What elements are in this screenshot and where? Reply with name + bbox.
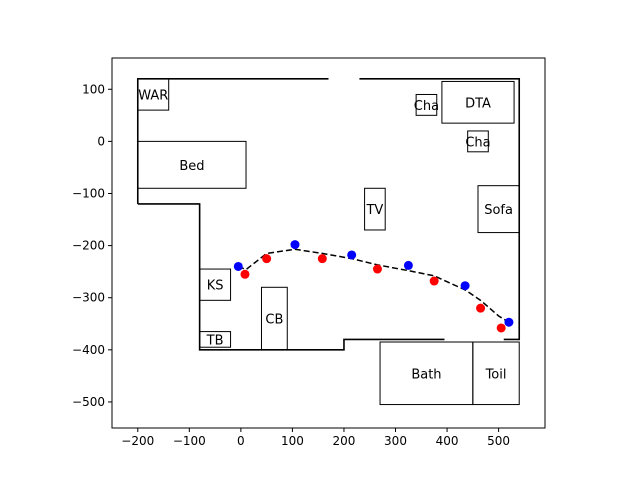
data-point [233,261,243,271]
room-box [472,341,520,406]
room-box [260,286,288,351]
axes-frame [111,57,546,429]
x-tick-label: −200 [121,434,154,448]
room-box [137,140,247,189]
data-point [403,260,413,270]
x-tick-label: 400 [436,434,459,448]
walls [136,78,521,351]
room-boxes: WAR Bed Cha DTA Cha TV Sofa KS CB TB Bath Toil [137,78,520,406]
room-box [477,185,520,234]
y-tick-label: −200 [72,239,105,253]
y-tick-label: −100 [72,186,105,200]
data-points [233,240,514,333]
y-tick-label: 100 [82,82,105,96]
y-tick-label: −300 [72,291,105,305]
data-point [476,303,486,313]
data-point [429,276,439,286]
room-label: Cha [414,99,439,114]
room-box [441,80,515,124]
room-box [137,78,170,111]
room-label: KS [207,279,224,294]
data-point [372,264,382,274]
data-point [317,254,327,264]
room-box [467,130,489,153]
data-point [290,240,300,250]
wall-segment [137,203,445,351]
room-label: TB [206,333,224,348]
room-label: Sofa [484,203,513,218]
data-point [496,323,506,333]
x-axis-ticks: −200 −100 0 100 200 300 400 500 [121,428,510,448]
x-tick-label: 0 [237,434,245,448]
y-tick-label: −400 [72,343,105,357]
data-point [262,254,272,264]
x-tick-label: 500 [487,434,510,448]
room-label: Bath [411,367,441,382]
room-label: DTA [465,96,491,111]
x-tick-label: 100 [281,434,304,448]
room-label: WAR [138,88,168,103]
y-tick-label: −500 [72,395,105,409]
room-label: CB [265,313,283,328]
x-tick-label: −100 [173,434,206,448]
data-point [460,281,470,291]
x-tick-label: 200 [333,434,356,448]
room-box [415,93,438,116]
room-label: Toil [485,367,507,382]
room-box [364,187,386,231]
data-point [240,269,250,279]
x-tick-label: 300 [384,434,407,448]
room-label: Bed [179,159,204,174]
axes-border [111,57,546,429]
room-label: TV [365,203,383,218]
y-tick-label: 0 [97,134,105,148]
data-point [504,317,514,327]
y-axis-ticks: 100 0 −100 −200 −300 −400 −500 [72,82,112,409]
room-box [199,268,232,301]
room-box [199,331,232,348]
room-label: Cha [465,135,490,150]
data-point [347,250,357,260]
